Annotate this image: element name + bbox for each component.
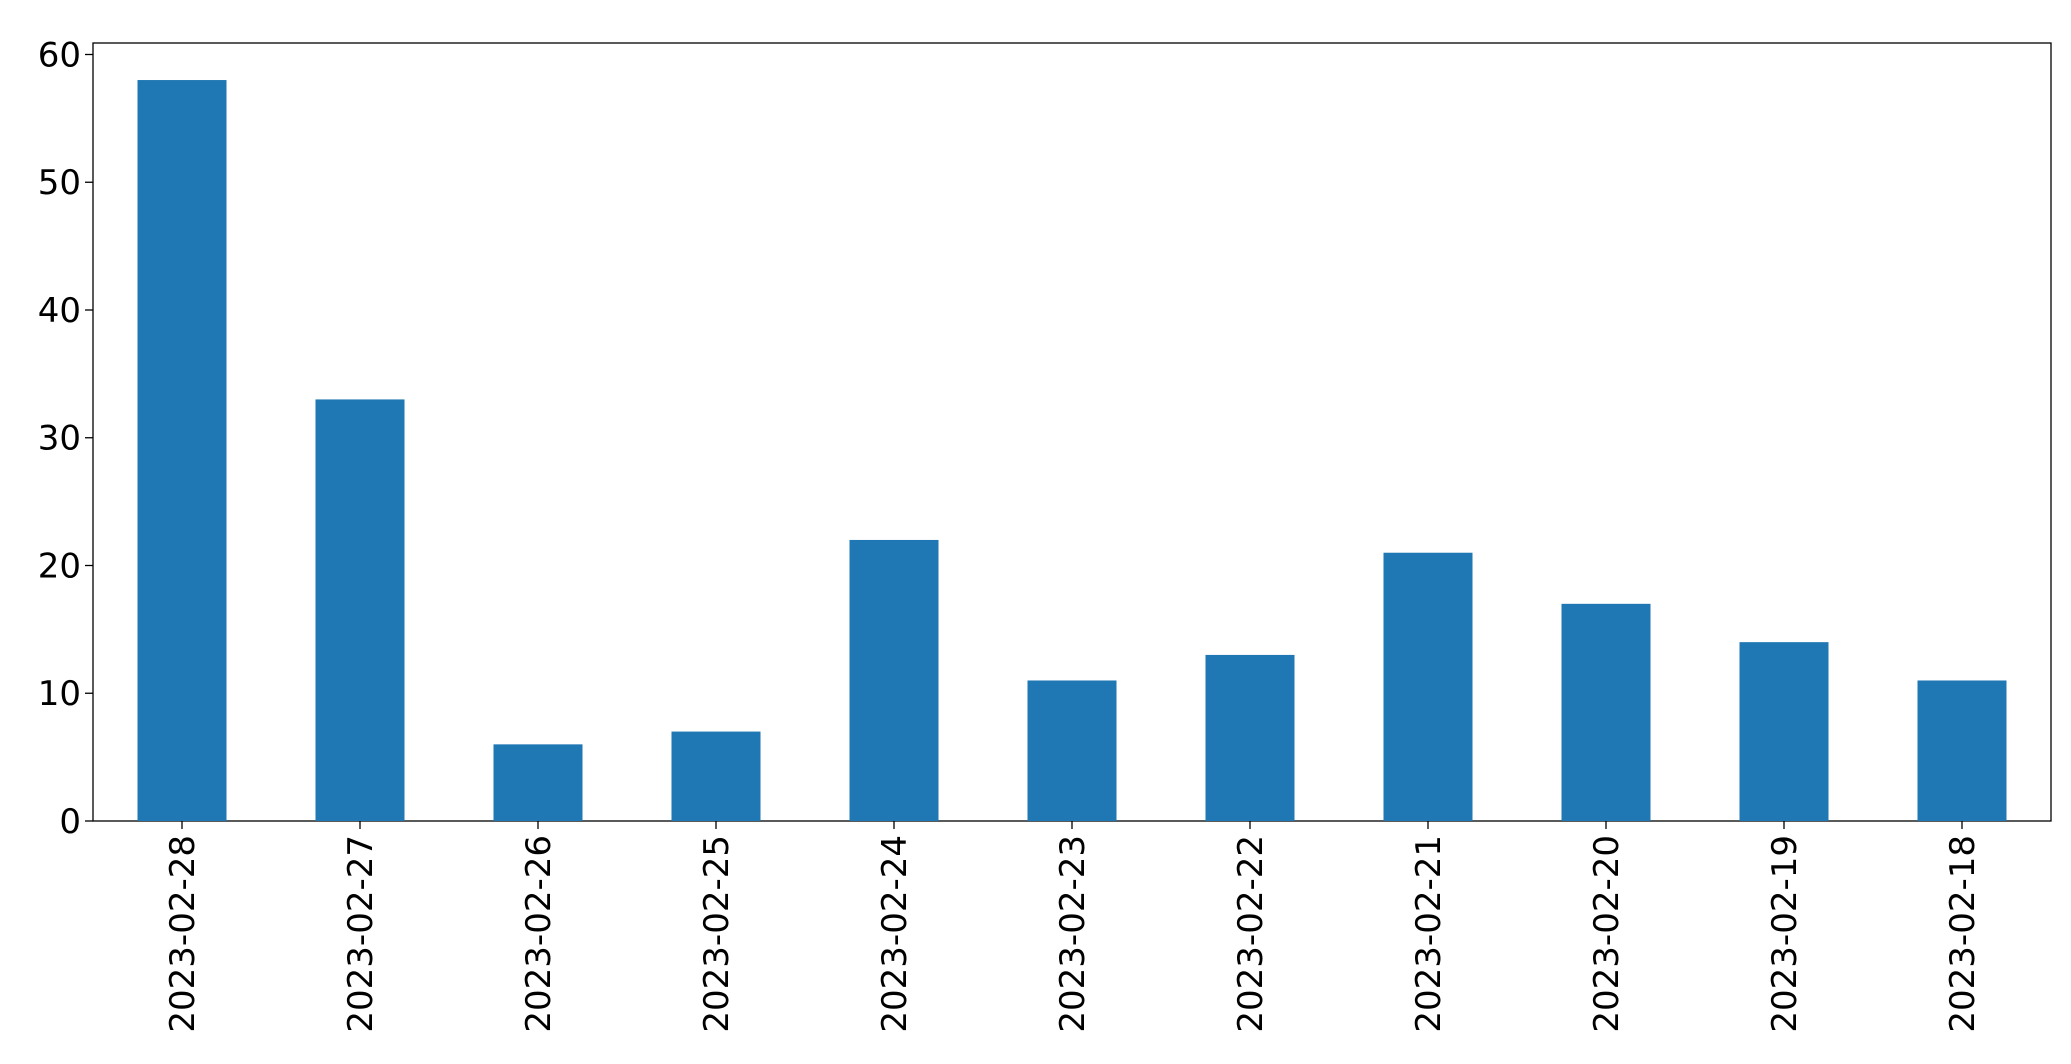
bar [315, 399, 405, 821]
x-tick-label: 2023-02-25 [697, 835, 737, 1033]
y-tick-label: 0 [59, 802, 81, 842]
x-tick-label: 2023-02-18 [1943, 835, 1983, 1033]
bar [671, 731, 761, 821]
x-tick-label: 2023-02-19 [1765, 835, 1805, 1033]
x-tick-label: 2023-02-20 [1587, 835, 1627, 1033]
bar [1739, 642, 1829, 821]
y-tick-label: 60 [38, 35, 81, 75]
x-tick-label: 2023-02-28 [163, 835, 203, 1033]
bar [1027, 680, 1117, 821]
x-tick-label: 2023-02-23 [1053, 835, 1093, 1033]
bar [1561, 603, 1651, 821]
bar [137, 80, 227, 822]
bar [493, 744, 583, 821]
y-tick-label: 50 [38, 163, 81, 203]
bar [1205, 654, 1295, 821]
bar [1917, 680, 2007, 821]
x-tick-label: 2023-02-21 [1409, 835, 1449, 1033]
x-tick-label: 2023-02-22 [1231, 835, 1271, 1033]
bar [1383, 552, 1473, 821]
x-tick-label: 2023-02-27 [341, 835, 381, 1033]
y-tick-label: 40 [38, 291, 81, 331]
y-tick-label: 10 [38, 674, 81, 714]
y-tick-label: 20 [38, 546, 81, 586]
x-tick-label: 2023-02-26 [519, 835, 559, 1033]
bar [849, 539, 939, 821]
y-tick-label: 30 [38, 419, 81, 459]
x-tick-label: 2023-02-24 [875, 835, 915, 1033]
